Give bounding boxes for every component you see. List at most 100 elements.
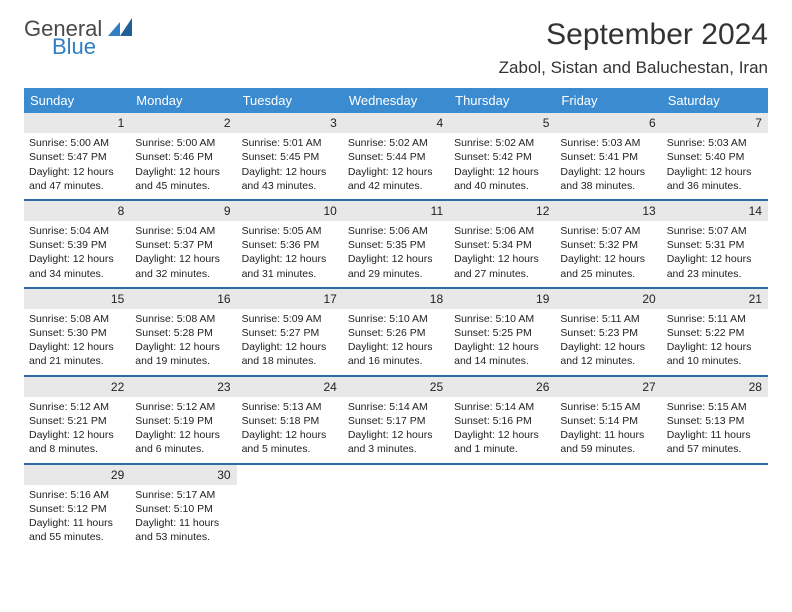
sunset-line: Sunset: 5:46 PM (135, 150, 231, 164)
sunrise-line: Sunrise: 5:06 AM (454, 224, 550, 238)
day-number: 15 (24, 289, 130, 309)
brand-name: General Blue (24, 18, 132, 58)
day-number: 18 (343, 289, 449, 309)
day-cell: 3Sunrise: 5:01 AMSunset: 5:45 PMDaylight… (237, 113, 343, 199)
daylight-line: Daylight: 12 hours and 12 minutes. (560, 340, 656, 368)
daylight-line: Daylight: 12 hours and 29 minutes. (348, 252, 444, 280)
sunset-line: Sunset: 5:22 PM (667, 326, 763, 340)
sunset-line: Sunset: 5:12 PM (29, 502, 125, 516)
sunset-line: Sunset: 5:23 PM (560, 326, 656, 340)
daylight-line: Daylight: 12 hours and 23 minutes. (667, 252, 763, 280)
day-body: Sunrise: 5:16 AMSunset: 5:12 PMDaylight:… (24, 485, 130, 551)
day-body: Sunrise: 5:06 AMSunset: 5:34 PMDaylight:… (449, 221, 555, 287)
day-cell: 29Sunrise: 5:16 AMSunset: 5:12 PMDayligh… (24, 465, 130, 551)
sunset-line: Sunset: 5:14 PM (560, 414, 656, 428)
sunrise-line: Sunrise: 5:07 AM (667, 224, 763, 238)
daylight-line: Daylight: 12 hours and 32 minutes. (135, 252, 231, 280)
day-number: 13 (555, 201, 661, 221)
daylight-line: Daylight: 12 hours and 34 minutes. (29, 252, 125, 280)
day-body: Sunrise: 5:17 AMSunset: 5:10 PMDaylight:… (130, 485, 236, 551)
title-block: September 2024 Zabol, Sistan and Baluche… (499, 18, 768, 78)
sunset-line: Sunset: 5:34 PM (454, 238, 550, 252)
day-cell: 27Sunrise: 5:15 AMSunset: 5:14 PMDayligh… (555, 377, 661, 463)
day-number: 26 (449, 377, 555, 397)
daylight-line: Daylight: 12 hours and 5 minutes. (242, 428, 338, 456)
sunrise-line: Sunrise: 5:10 AM (454, 312, 550, 326)
day-number: 8 (24, 201, 130, 221)
day-body: Sunrise: 5:02 AMSunset: 5:44 PMDaylight:… (343, 133, 449, 199)
sunrise-line: Sunrise: 5:15 AM (667, 400, 763, 414)
day-cell: 22Sunrise: 5:12 AMSunset: 5:21 PMDayligh… (24, 377, 130, 463)
day-number: 1 (24, 113, 130, 133)
sunrise-line: Sunrise: 5:10 AM (348, 312, 444, 326)
sunrise-line: Sunrise: 5:12 AM (29, 400, 125, 414)
sunrise-line: Sunrise: 5:03 AM (667, 136, 763, 150)
sunset-line: Sunset: 5:32 PM (560, 238, 656, 252)
day-body: Sunrise: 5:07 AMSunset: 5:32 PMDaylight:… (555, 221, 661, 287)
day-cell: 17Sunrise: 5:09 AMSunset: 5:27 PMDayligh… (237, 289, 343, 375)
weekday-header: Tuesday (237, 88, 343, 113)
daylight-line: Daylight: 12 hours and 25 minutes. (560, 252, 656, 280)
sunrise-line: Sunrise: 5:09 AM (242, 312, 338, 326)
sunrise-line: Sunrise: 5:11 AM (667, 312, 763, 326)
day-body: Sunrise: 5:08 AMSunset: 5:30 PMDaylight:… (24, 309, 130, 375)
day-body: Sunrise: 5:03 AMSunset: 5:41 PMDaylight:… (555, 133, 661, 199)
day-cell: 10Sunrise: 5:05 AMSunset: 5:36 PMDayligh… (237, 201, 343, 287)
sunrise-line: Sunrise: 5:02 AM (348, 136, 444, 150)
day-number: 12 (449, 201, 555, 221)
day-body: Sunrise: 5:10 AMSunset: 5:25 PMDaylight:… (449, 309, 555, 375)
weeks-grid: 1Sunrise: 5:00 AMSunset: 5:47 PMDaylight… (24, 113, 768, 550)
day-cell: 4Sunrise: 5:02 AMSunset: 5:44 PMDaylight… (343, 113, 449, 199)
sunrise-line: Sunrise: 5:16 AM (29, 488, 125, 502)
header: General Blue September 2024 Zabol, Sista… (24, 18, 768, 78)
day-cell: 8Sunrise: 5:04 AMSunset: 5:39 PMDaylight… (24, 201, 130, 287)
sunset-line: Sunset: 5:10 PM (135, 502, 231, 516)
sunrise-line: Sunrise: 5:03 AM (560, 136, 656, 150)
day-body: Sunrise: 5:05 AMSunset: 5:36 PMDaylight:… (237, 221, 343, 287)
day-number: 14 (662, 201, 768, 221)
day-body: Sunrise: 5:10 AMSunset: 5:26 PMDaylight:… (343, 309, 449, 375)
sunrise-line: Sunrise: 5:08 AM (29, 312, 125, 326)
day-number: 20 (555, 289, 661, 309)
day-cell: 7Sunrise: 5:03 AMSunset: 5:40 PMDaylight… (662, 113, 768, 199)
day-cell: 2Sunrise: 5:00 AMSunset: 5:46 PMDaylight… (130, 113, 236, 199)
daylight-line: Daylight: 12 hours and 6 minutes. (135, 428, 231, 456)
week-row: 1Sunrise: 5:00 AMSunset: 5:47 PMDaylight… (24, 113, 768, 199)
day-number: 23 (130, 377, 236, 397)
day-cell: 25Sunrise: 5:14 AMSunset: 5:17 PMDayligh… (343, 377, 449, 463)
week-row: 15Sunrise: 5:08 AMSunset: 5:30 PMDayligh… (24, 287, 768, 375)
daylight-line: Daylight: 11 hours and 55 minutes. (29, 516, 125, 544)
daylight-line: Daylight: 12 hours and 36 minutes. (667, 165, 763, 193)
day-cell: 20Sunrise: 5:11 AMSunset: 5:23 PMDayligh… (555, 289, 661, 375)
sunrise-line: Sunrise: 5:05 AM (242, 224, 338, 238)
daylight-line: Daylight: 12 hours and 38 minutes. (560, 165, 656, 193)
calendar: SundayMondayTuesdayWednesdayThursdayFrid… (24, 88, 768, 550)
day-number: 17 (237, 289, 343, 309)
daylight-line: Daylight: 12 hours and 18 minutes. (242, 340, 338, 368)
day-number: 10 (237, 201, 343, 221)
day-body: Sunrise: 5:15 AMSunset: 5:13 PMDaylight:… (662, 397, 768, 463)
day-number: 9 (130, 201, 236, 221)
day-number: 7 (662, 113, 768, 133)
daylight-line: Daylight: 12 hours and 10 minutes. (667, 340, 763, 368)
daylight-line: Daylight: 12 hours and 47 minutes. (29, 165, 125, 193)
sunrise-line: Sunrise: 5:02 AM (454, 136, 550, 150)
weekday-header: Monday (130, 88, 236, 113)
day-cell: 28Sunrise: 5:15 AMSunset: 5:13 PMDayligh… (662, 377, 768, 463)
sunset-line: Sunset: 5:36 PM (242, 238, 338, 252)
day-body: Sunrise: 5:03 AMSunset: 5:40 PMDaylight:… (662, 133, 768, 199)
sunrise-line: Sunrise: 5:07 AM (560, 224, 656, 238)
daylight-line: Daylight: 12 hours and 42 minutes. (348, 165, 444, 193)
sunrise-line: Sunrise: 5:14 AM (348, 400, 444, 414)
sunrise-line: Sunrise: 5:04 AM (135, 224, 231, 238)
daylight-line: Daylight: 11 hours and 57 minutes. (667, 428, 763, 456)
day-cell: 30Sunrise: 5:17 AMSunset: 5:10 PMDayligh… (130, 465, 236, 551)
sunrise-line: Sunrise: 5:04 AM (29, 224, 125, 238)
day-cell: 6Sunrise: 5:03 AMSunset: 5:41 PMDaylight… (555, 113, 661, 199)
weekday-header: Saturday (662, 88, 768, 113)
daylight-line: Daylight: 12 hours and 27 minutes. (454, 252, 550, 280)
day-body: Sunrise: 5:00 AMSunset: 5:47 PMDaylight:… (24, 133, 130, 199)
day-body: Sunrise: 5:06 AMSunset: 5:35 PMDaylight:… (343, 221, 449, 287)
day-number: 29 (24, 465, 130, 485)
sunset-line: Sunset: 5:42 PM (454, 150, 550, 164)
